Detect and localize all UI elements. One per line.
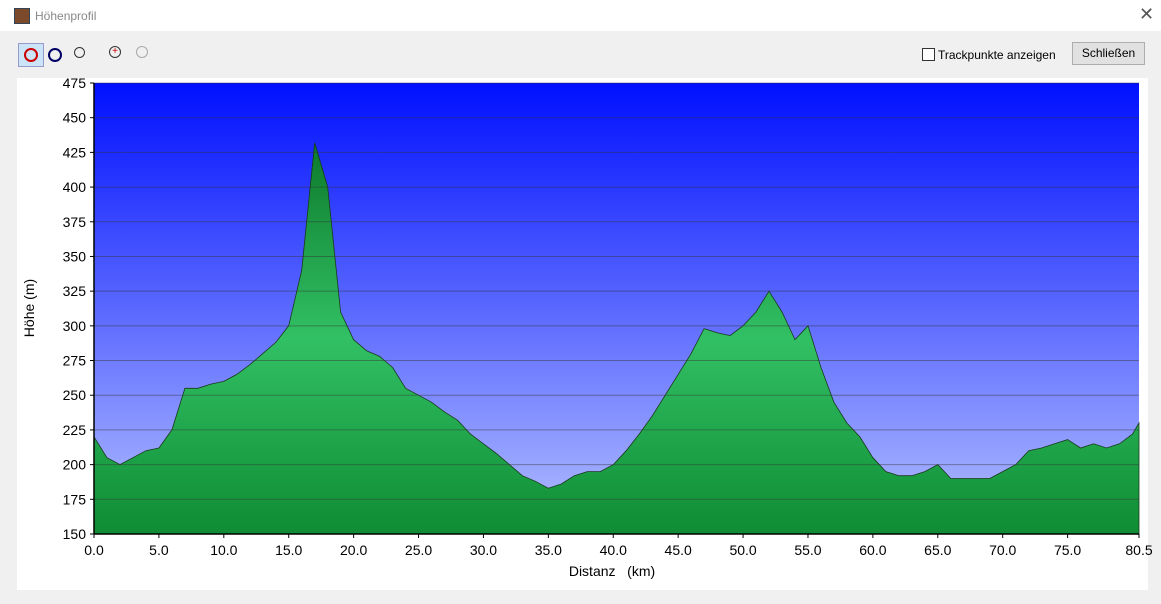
y-tick-label: 200 [63, 457, 87, 473]
y-axis-label: Höhe (m) [21, 279, 37, 337]
x-tick-label: 60.0 [859, 542, 886, 558]
x-tick-label: 10.0 [210, 542, 237, 558]
x-tick-label: 65.0 [924, 542, 951, 558]
x-tick-label: 50.0 [729, 542, 756, 558]
title-bar: Höhenprofil ✕ [0, 0, 1161, 31]
x-tick-label: 40.0 [600, 542, 627, 558]
close-x[interactable]: ✕ [1139, 4, 1155, 24]
x-tick-label: 5.0 [149, 542, 169, 558]
y-tick-label: 275 [63, 353, 87, 369]
app-icon [14, 8, 30, 24]
tool-crosshair[interactable] [18, 43, 44, 67]
y-tick-label: 325 [63, 283, 87, 299]
y-tick-label: 425 [63, 144, 87, 160]
y-tick-label: 350 [63, 248, 87, 264]
y-tick-label: 400 [63, 179, 87, 195]
y-tick-label: 175 [63, 491, 87, 507]
tool-pan[interactable] [48, 48, 62, 62]
y-tick-label: 475 [63, 75, 87, 91]
x-tick-label: 80.5 [1125, 542, 1152, 558]
x-tick-label: 75.0 [1054, 542, 1081, 558]
y-tick-label: 225 [63, 422, 87, 438]
close-button[interactable]: Schließen [1072, 42, 1145, 65]
x-tick-label: 25.0 [405, 542, 432, 558]
x-tick-label: 15.0 [275, 542, 302, 558]
window-title: Höhenprofil [35, 9, 97, 23]
y-tick-label: 250 [63, 387, 87, 403]
tool-crosshair-icon [24, 48, 38, 62]
tool-zoom-box[interactable] [74, 47, 85, 58]
y-tick-label: 375 [63, 214, 87, 230]
y-tick-label: 450 [63, 110, 87, 126]
x-tick-label: 45.0 [665, 542, 692, 558]
tool-zoom-in[interactable]: + [109, 46, 121, 58]
y-tick-label: 150 [63, 526, 87, 542]
toolbar: + Trackpunkte anzeigen Schließen [0, 31, 1161, 77]
x-axis-label: Distanz (km) [569, 563, 655, 579]
x-tick-label: 35.0 [535, 542, 562, 558]
x-tick-label: 55.0 [794, 542, 821, 558]
x-tick-label: 0.0 [84, 542, 104, 558]
chart-panel [17, 78, 1148, 590]
y-tick-label: 300 [63, 318, 87, 334]
x-tick-label: 70.0 [989, 542, 1016, 558]
checkbox[interactable] [922, 48, 935, 61]
x-tick-label: 20.0 [340, 542, 367, 558]
x-tick-label: 30.0 [470, 542, 497, 558]
tool-zoom-out[interactable] [136, 46, 148, 58]
checkbox-label[interactable]: Trackpunkte anzeigen [938, 48, 1056, 62]
plot-background [94, 83, 1139, 534]
elevation-area [93, 142, 1140, 535]
